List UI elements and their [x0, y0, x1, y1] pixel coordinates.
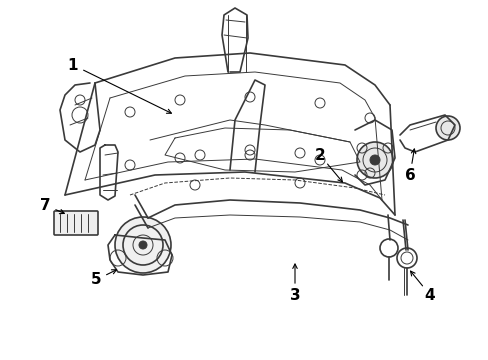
- Circle shape: [435, 116, 459, 140]
- Text: 5: 5: [90, 273, 101, 288]
- Text: 6: 6: [404, 167, 414, 183]
- Text: 3: 3: [289, 288, 300, 302]
- Circle shape: [115, 217, 171, 273]
- Text: 2: 2: [314, 148, 325, 162]
- Circle shape: [139, 241, 147, 249]
- Text: 4: 4: [424, 288, 434, 302]
- FancyBboxPatch shape: [54, 211, 98, 235]
- Circle shape: [356, 142, 392, 178]
- Text: 1: 1: [68, 58, 78, 72]
- Circle shape: [369, 155, 379, 165]
- Text: 7: 7: [40, 198, 50, 212]
